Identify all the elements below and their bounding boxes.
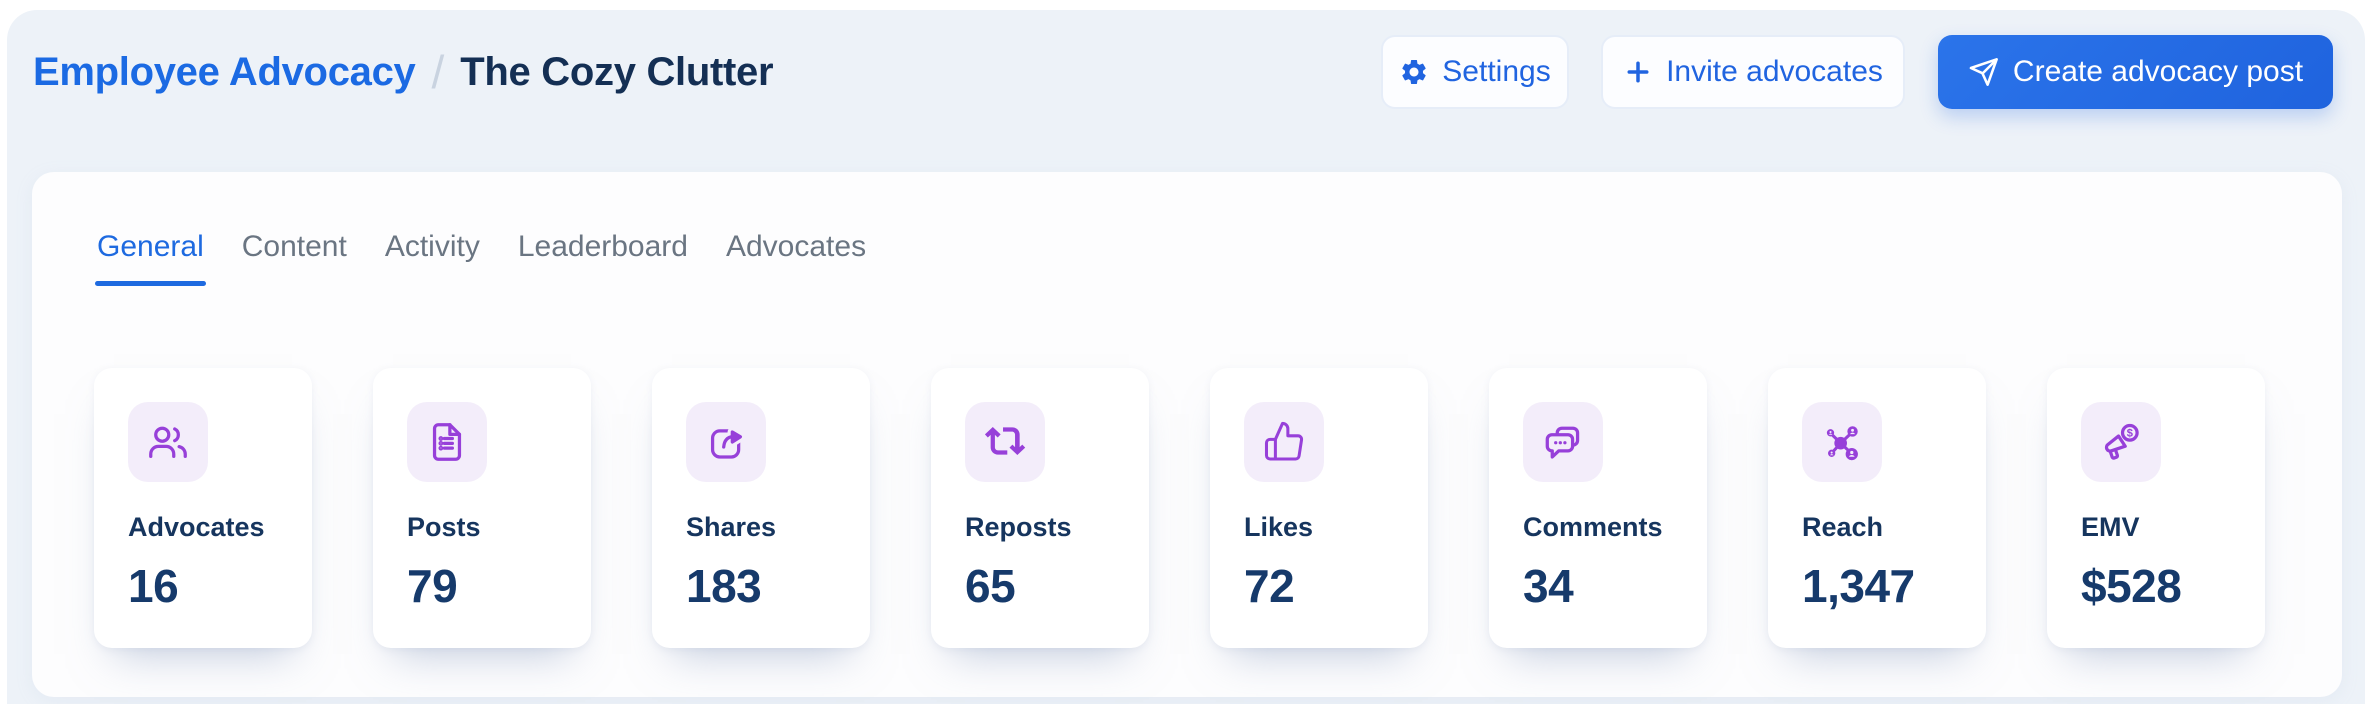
breadcrumb-section-link[interactable]: Employee Advocacy (33, 49, 416, 94)
create-advocacy-post-button[interactable]: Create advocacy post (1938, 35, 2333, 109)
stat-value: 65 (965, 560, 1016, 612)
tab-content[interactable]: Content (241, 230, 347, 263)
breadcrumb: Employee Advocacy / The Cozy Clutter (33, 40, 774, 104)
stat-label: Shares (686, 512, 777, 542)
stat-value: $528 (2081, 560, 2182, 612)
document-icon (407, 402, 487, 482)
tab-leaderboard[interactable]: Leaderboard (517, 230, 688, 263)
create-advocacy-post-button-label: Create advocacy post (2012, 55, 2304, 88)
tab-general[interactable]: General (95, 230, 206, 286)
stat-card-reposts: Reposts 65 (931, 368, 1149, 648)
megaphone-dollar-icon: $ (2081, 402, 2161, 482)
send-icon (1968, 56, 2000, 88)
svg-text:$: $ (2127, 427, 2134, 439)
breadcrumb-separator: / (431, 46, 445, 98)
stat-label: Comments (1523, 512, 1663, 542)
share-icon (686, 402, 766, 482)
stat-value: 72 (1244, 560, 1295, 612)
invite-advocates-button-label: Invite advocates (1666, 55, 1883, 88)
stat-label: Advocates (128, 512, 265, 542)
stat-value: 1,347 (1802, 560, 1915, 612)
stat-card-comments: Comments 34 (1489, 368, 1707, 648)
settings-button-label: Settings (1442, 55, 1551, 88)
tab-activity[interactable]: Activity (384, 230, 480, 263)
tab-advocates[interactable]: Advocates (725, 230, 867, 263)
plus-icon (1623, 57, 1653, 87)
invite-advocates-button[interactable]: Invite advocates (1601, 35, 1905, 109)
stat-label: Reach (1802, 512, 1884, 542)
comments-icon (1523, 402, 1603, 482)
stat-card-likes: Likes 72 (1210, 368, 1428, 648)
thumbs-up-icon (1244, 402, 1324, 482)
tab-bar: General Content Activity Leaderboard Adv… (95, 230, 868, 286)
repost-icon (965, 402, 1045, 482)
stat-label: EMV (2081, 512, 2140, 542)
page-title: The Cozy Clutter (460, 49, 774, 94)
stat-label: Likes (1244, 512, 1314, 542)
network-icon (1802, 402, 1882, 482)
stat-card-advocates: Advocates 16 (94, 368, 312, 648)
gear-icon (1399, 57, 1429, 87)
settings-button[interactable]: Settings (1381, 35, 1569, 109)
stat-value: 79 (407, 560, 458, 612)
stat-label: Posts (407, 512, 481, 542)
stat-card-emv: $ EMV $528 (2047, 368, 2265, 648)
stat-card-reach: Reach 1,347 (1768, 368, 1986, 648)
stat-value: 16 (128, 560, 179, 612)
stat-label: Reposts (965, 512, 1072, 542)
stat-value: 183 (686, 560, 762, 612)
stat-value: 34 (1523, 560, 1574, 612)
stat-card-posts: Posts 79 (373, 368, 591, 648)
stats-row: Advocates 16 Posts 79 (94, 368, 2265, 648)
stat-card-shares: Shares 183 (652, 368, 870, 648)
users-icon (128, 402, 208, 482)
